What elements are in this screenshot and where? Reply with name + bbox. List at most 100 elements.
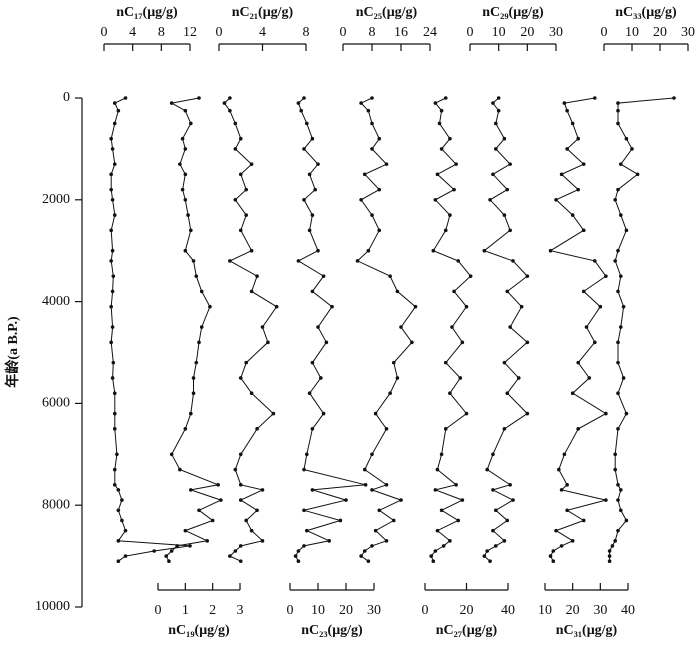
sample-point	[244, 518, 248, 523]
x-tick-label: 0	[340, 25, 347, 40]
sample-point	[183, 108, 188, 113]
sample-point	[491, 528, 495, 533]
profile-line	[430, 97, 472, 562]
sample-point	[271, 411, 276, 416]
sample-point	[238, 376, 243, 380]
sample-point	[228, 96, 232, 100]
sample-point	[624, 518, 629, 523]
sample-point	[310, 360, 315, 365]
sample-point	[413, 304, 418, 309]
sample-point	[296, 549, 301, 553]
sample-point	[310, 427, 315, 431]
sample-point	[197, 96, 201, 100]
y-tick-label: 6000	[42, 396, 70, 411]
x-tick-label: 20	[566, 603, 580, 618]
sample-point	[377, 228, 382, 233]
x-tick-label: 0	[216, 25, 223, 40]
sample-point	[112, 121, 117, 126]
sample-point	[194, 360, 199, 365]
sample-point	[255, 508, 259, 513]
sample-point	[370, 544, 374, 548]
sample-point	[355, 259, 360, 263]
x-tick-label: 0	[467, 25, 474, 40]
sample-point	[505, 391, 510, 396]
sample-point	[565, 508, 569, 513]
sample-point	[152, 549, 156, 553]
sample-point	[362, 172, 367, 177]
sample-point	[508, 325, 512, 329]
sample-point	[307, 391, 312, 396]
x-tick-label: 24	[423, 25, 437, 40]
y-tick-label: 4000	[42, 294, 70, 309]
sample-point	[109, 172, 113, 177]
sample-point	[110, 198, 115, 202]
sample-point	[359, 101, 363, 105]
sample-point	[388, 391, 392, 396]
sample-point	[581, 518, 586, 523]
sample-point	[576, 427, 580, 431]
x-axis-title: nC₃₃(μg/g)	[615, 5, 677, 20]
sample-point	[491, 488, 495, 492]
sample-point	[116, 539, 121, 543]
sample-point	[433, 198, 438, 202]
sample-point	[576, 360, 580, 365]
profile-line	[549, 97, 607, 562]
sample-point	[194, 274, 199, 278]
sample-point	[305, 452, 309, 457]
x-tick-label: 8	[158, 25, 165, 40]
x-tick-label: 4	[129, 25, 136, 40]
sample-point	[238, 559, 243, 563]
sample-point	[559, 544, 564, 548]
sample-point	[319, 376, 323, 380]
sample-point	[310, 488, 315, 492]
sample-point	[502, 360, 507, 365]
x-axis-title: nC₁₇(μg/g)	[116, 5, 178, 20]
x-tick-label: 0	[155, 603, 162, 618]
x-tick-label: 0	[422, 603, 429, 618]
sample-point	[363, 483, 368, 487]
sample-point	[255, 427, 259, 431]
sample-point	[613, 539, 617, 543]
sample-point	[502, 427, 507, 431]
profile-line	[165, 97, 223, 562]
sample-point	[123, 554, 128, 558]
sample-point	[197, 340, 201, 345]
sample-point	[228, 554, 232, 558]
sample-point	[110, 289, 115, 294]
x-tick-label: 30	[549, 25, 563, 40]
sample-point	[316, 248, 320, 253]
sample-point	[111, 274, 116, 278]
sample-point	[164, 554, 168, 558]
sample-point	[377, 508, 382, 513]
sample-point	[458, 376, 463, 380]
sample-point	[482, 554, 487, 558]
sample-point	[443, 228, 448, 233]
sample-point	[551, 549, 556, 553]
sample-point	[238, 544, 243, 548]
sample-point	[604, 498, 608, 502]
sample-point	[565, 147, 569, 151]
x-axis-title: nC₂₇(μg/g)	[436, 623, 498, 638]
sample-point	[112, 213, 117, 217]
sample-point	[581, 289, 586, 294]
sample-point	[435, 467, 440, 472]
sample-point	[439, 508, 444, 513]
profile-line	[483, 97, 529, 562]
sample-point	[431, 248, 436, 253]
sample-point	[613, 467, 617, 472]
sample-point	[112, 101, 117, 105]
sample-point	[519, 304, 524, 309]
sample-point	[464, 411, 469, 416]
sample-point	[120, 498, 124, 502]
sample-point	[116, 559, 121, 563]
sample-point	[391, 518, 396, 523]
sample-point	[508, 228, 512, 233]
sample-point	[373, 528, 378, 533]
sample-point	[116, 508, 121, 513]
sample-point	[435, 528, 440, 533]
sample-point	[324, 340, 329, 345]
sample-point	[570, 539, 575, 543]
sample-point	[619, 325, 623, 329]
profile-line	[295, 97, 366, 562]
x-tick-label: 4	[259, 25, 266, 40]
